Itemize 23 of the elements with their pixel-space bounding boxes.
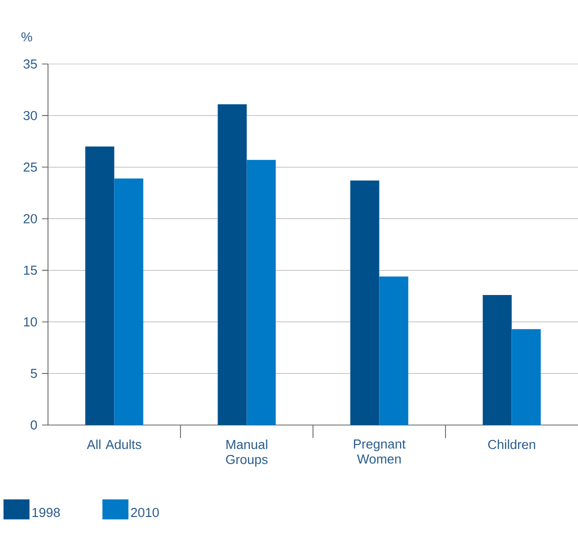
bar [482,295,512,425]
y-tick-label: 0 [30,420,37,430]
y-axis-title: % [21,32,32,42]
x-tick-label: All Adults [86,440,142,450]
bar [379,276,408,425]
y-tick-label: 15 [24,266,37,275]
bar [246,160,276,425]
legend-label: 1998 [32,508,60,518]
bar [512,329,541,425]
x-tick-label: Manual Groups [226,440,268,467]
bar [350,180,380,425]
legend-label: 2010 [131,508,159,518]
y-tick-label: 25 [24,162,37,172]
x-tick-label: Pregnant Women [354,440,406,464]
y-tick-label: 20 [24,214,37,224]
bar [85,146,114,425]
y-tick-label: 35 [24,59,37,69]
y-tick-label: 5 [30,368,37,378]
bar [114,178,144,425]
x-tick-label: Children [488,440,536,450]
y-tick-label: 10 [24,317,37,326]
y-tick-label: 30 [24,110,37,120]
bar [218,104,247,425]
